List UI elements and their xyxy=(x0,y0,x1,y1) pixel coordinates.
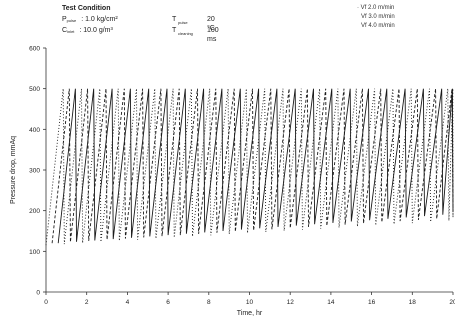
x-tick-label: 18 xyxy=(409,299,417,306)
x-tick-label: 20 xyxy=(449,299,455,306)
legend-item: Vf 4.0 m/min xyxy=(357,22,395,31)
param-value: : 1.0 kg/cm² xyxy=(81,16,118,23)
x-axis-label: Time, hr xyxy=(237,310,263,317)
series-1 xyxy=(45,88,454,246)
x-tick-label: 2 xyxy=(85,299,89,306)
y-tick-label: 200 xyxy=(29,208,40,215)
x-tick-label: 0 xyxy=(44,299,48,306)
x-tick-label: 16 xyxy=(368,299,376,306)
param-subscript: inlet xyxy=(67,29,75,34)
legend-label: Vf 3.0 m/min xyxy=(361,14,395,20)
test-condition-title: Test Condition xyxy=(62,5,111,12)
y-tick-label: 100 xyxy=(29,249,40,256)
param-subscript: pulse xyxy=(66,18,77,23)
param-value: : 10.0 g/m³ xyxy=(79,27,113,34)
legend-swatch-dotted: · xyxy=(357,5,361,11)
param-subscript: pulse xyxy=(178,20,188,25)
series-3 xyxy=(57,88,454,244)
x-tick-label: 14 xyxy=(327,299,335,306)
y-tick-label: 600 xyxy=(29,46,40,53)
y-tick-label: 0 xyxy=(36,290,40,297)
series-line xyxy=(51,88,454,244)
y-tick-label: 300 xyxy=(29,168,40,175)
legend-label: Vf 2.0 m/min xyxy=(360,5,395,11)
y-tick-label: 400 xyxy=(29,127,40,134)
param-symbol: T xyxy=(172,16,177,23)
param-symbol: C xyxy=(62,27,68,34)
x-tick-label: 4 xyxy=(126,299,130,306)
series-2 xyxy=(51,88,454,244)
chart-legend: · Vf 2.0 m/min Vf 3.0 m/min Vf 4.0 m/min xyxy=(357,4,395,31)
x-tick-label: 8 xyxy=(207,299,211,306)
y-tick-label: 500 xyxy=(29,86,40,93)
series-line xyxy=(45,88,454,246)
x-tick-label: 10 xyxy=(246,299,254,306)
legend-item: Vf 3.0 m/min xyxy=(357,13,395,22)
x-tick-label: 12 xyxy=(287,299,295,306)
legend-item: · Vf 2.0 m/min xyxy=(357,4,395,13)
param-value: 20 °C xyxy=(207,16,215,32)
param-symbol: T xyxy=(172,27,177,34)
y-axis-label: Pressure drop, mmAq xyxy=(10,136,17,204)
param-subscript: cleaning xyxy=(178,31,193,36)
x-tick-label: 6 xyxy=(166,299,170,306)
legend-label: Vf 4.0 m/min xyxy=(361,23,395,29)
param-symbol: P xyxy=(62,16,67,23)
param-value: 100 ms xyxy=(207,27,219,43)
series-line xyxy=(57,88,454,244)
